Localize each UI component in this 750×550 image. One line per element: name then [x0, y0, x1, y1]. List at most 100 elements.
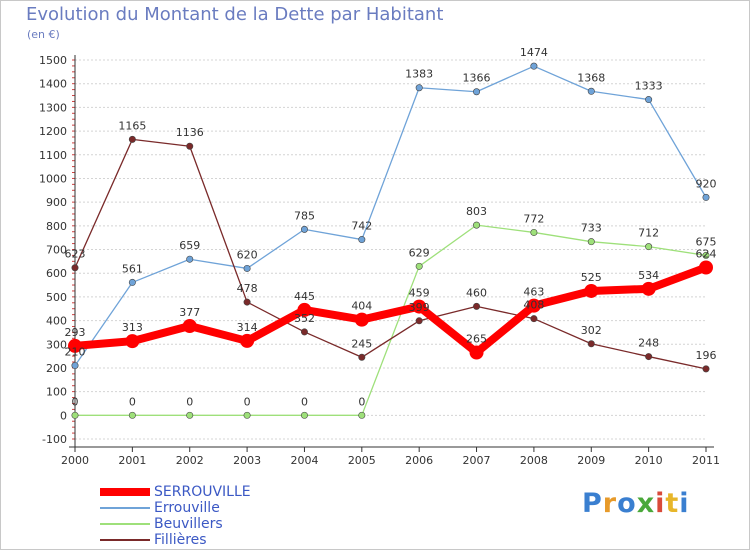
data-label: 733 — [581, 222, 602, 235]
data-label: 620 — [237, 248, 258, 261]
series-line — [74, 224, 707, 416]
data-point — [645, 243, 653, 251]
data-point — [702, 251, 710, 259]
legend-item: Beuvillers — [100, 516, 300, 532]
data-label: 0 — [244, 395, 251, 408]
series-group — [68, 62, 713, 419]
y-axis-ticks: -100 0 100 200 300 400 500 600 700 800 900 1000 1100… — [39, 54, 67, 446]
data-point — [473, 302, 481, 310]
data-label: 675 — [696, 235, 717, 248]
legend-label: SERROUVILLE — [154, 484, 251, 500]
data-point — [300, 411, 308, 419]
data-label: 624 — [696, 248, 717, 261]
y-tick-label: 1000 — [39, 172, 67, 185]
data-label: 1368 — [577, 71, 605, 84]
data-point — [240, 333, 255, 348]
data-label: 623 — [65, 248, 86, 261]
data-label: 463 — [523, 286, 544, 299]
x-tick-label: 2005 — [348, 454, 376, 467]
data-label: 314 — [237, 321, 258, 334]
legend-swatch — [100, 523, 150, 525]
data-point — [584, 283, 599, 298]
data-point — [530, 228, 538, 236]
axes — [69, 55, 714, 452]
data-label: 459 — [409, 287, 430, 300]
logo-letter: o — [617, 488, 637, 519]
y-tick-label: 1500 — [39, 54, 67, 67]
data-point — [243, 298, 251, 306]
legend-label: Beuvillers — [154, 516, 223, 532]
data-point — [300, 225, 308, 233]
chart-title: Evolution du Montant de la Dette par Hab… — [26, 4, 444, 25]
x-tick-label: 2004 — [290, 454, 318, 467]
data-point — [128, 135, 136, 143]
x-tick-label: 2008 — [520, 454, 548, 467]
legend-swatch — [100, 507, 150, 509]
data-point — [71, 362, 79, 370]
y-tick-label: 400 — [46, 315, 67, 328]
data-point — [415, 317, 423, 325]
x-tick-label: 2010 — [635, 454, 663, 467]
proxiti-logo: Proxiti — [582, 488, 690, 519]
y-tick-label: 1100 — [39, 149, 67, 162]
legend: SERROUVILLE Errouville Beuvillers Fillières — [100, 484, 300, 548]
data-label: 293 — [65, 326, 86, 339]
data-point — [354, 312, 369, 327]
legend-label: Errouville — [154, 500, 220, 516]
logo-letter: P — [582, 488, 603, 519]
data-label: 0 — [358, 395, 365, 408]
data-label: 399 — [409, 301, 430, 314]
data-point — [645, 353, 653, 361]
data-label: 0 — [301, 395, 308, 408]
data-label: 629 — [409, 246, 430, 259]
y-tick-label: 1400 — [39, 78, 67, 91]
data-label: 248 — [638, 337, 659, 350]
y-tick-label: 500 — [46, 291, 67, 304]
data-point — [358, 353, 366, 361]
data-label: 659 — [179, 239, 200, 252]
data-label: 0 — [72, 395, 79, 408]
series-fillières — [71, 135, 710, 373]
data-label: 712 — [638, 227, 659, 240]
series-line — [74, 138, 707, 370]
series-beuvillers — [71, 221, 710, 419]
data-point — [412, 299, 427, 314]
data-point — [300, 328, 308, 336]
data-point — [699, 260, 713, 275]
legend-label: Fillières — [154, 532, 207, 548]
data-point — [473, 88, 481, 96]
data-label: 525 — [581, 271, 602, 284]
data-point — [243, 264, 251, 272]
data-label: 0 — [186, 395, 193, 408]
data-point — [469, 345, 484, 360]
data-point — [415, 262, 423, 270]
legend-item: SERROUVILLE — [100, 484, 300, 500]
data-label: 561 — [122, 262, 143, 275]
data-label: 196 — [696, 349, 717, 362]
legend-swatch — [100, 539, 150, 541]
y-tick-label: 600 — [46, 267, 67, 280]
data-point — [473, 221, 481, 229]
x-tick-label: 2000 — [61, 454, 89, 467]
data-point — [243, 411, 251, 419]
series-line — [71, 263, 710, 357]
data-label: 313 — [122, 321, 143, 334]
data-point — [702, 193, 710, 201]
data-point — [128, 411, 136, 419]
data-point — [702, 365, 710, 373]
y-tick-label: 300 — [46, 338, 67, 351]
data-point — [358, 411, 366, 419]
data-point — [186, 142, 194, 150]
y-tick-label: 800 — [46, 220, 67, 233]
data-point — [186, 411, 194, 419]
y-tick-label: 900 — [46, 196, 67, 209]
data-label: 265 — [466, 333, 487, 346]
data-label: 772 — [523, 212, 544, 225]
legend-swatch — [100, 488, 150, 496]
data-label: 460 — [466, 286, 487, 299]
series-serrouville — [68, 260, 713, 360]
x-tick-label: 2002 — [176, 454, 204, 467]
x-tick-label: 2003 — [233, 454, 261, 467]
